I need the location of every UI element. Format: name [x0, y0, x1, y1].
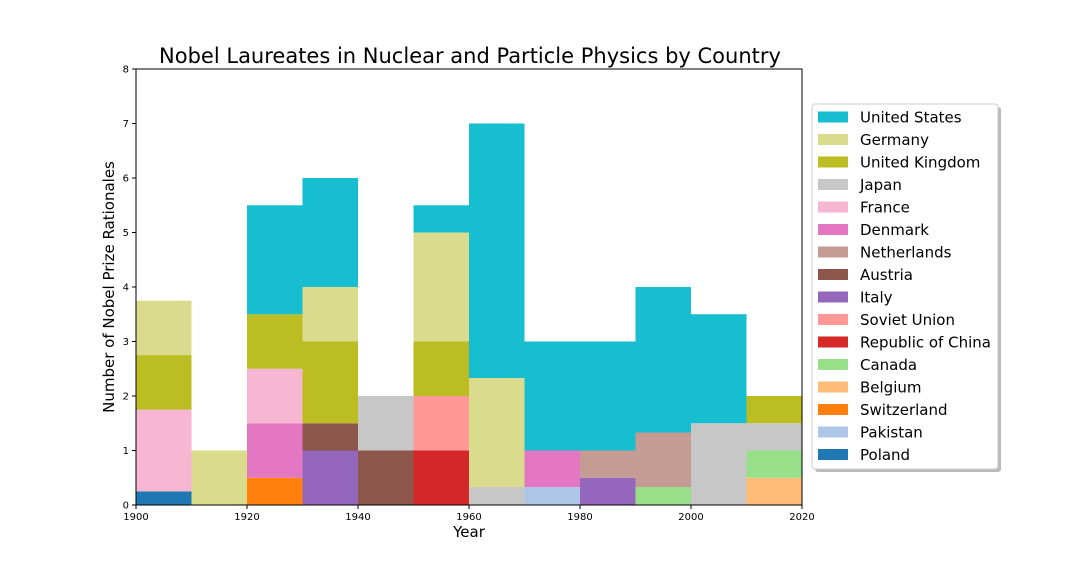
- bar-france-1900: [136, 409, 192, 492]
- legend-label-netherlands: Netherlands: [860, 244, 952, 262]
- bar-united-kingdom-2010: [746, 396, 802, 424]
- bar-japan-1940: [358, 396, 414, 451]
- legend-swatch-italy: [818, 291, 848, 303]
- y-axis-label: Number of Nobel Prize Rationales: [100, 161, 118, 413]
- bars-group: [136, 123, 802, 505]
- legend-label-austria: Austria: [860, 266, 913, 284]
- legend-label-japan: Japan: [859, 176, 902, 194]
- bar-germany-1900: [136, 300, 192, 356]
- legend-swatch-austria: [818, 269, 848, 280]
- x-tick-label: 1940: [345, 512, 370, 523]
- bar-denmark-1920: [247, 423, 303, 478]
- x-tick-label: 2000: [678, 512, 703, 523]
- y-tick-label: 4: [123, 283, 129, 294]
- y-tick-label: 0: [123, 501, 129, 512]
- x-tick-label: 1980: [567, 512, 592, 523]
- bar-united-kingdom-1930: [302, 341, 358, 424]
- x-tick-label: 1920: [234, 512, 259, 523]
- legend-label-denmark: Denmark: [860, 221, 929, 239]
- bar-germany-1960: [469, 378, 525, 488]
- legend-label-italy: Italy: [860, 289, 893, 307]
- legend-swatch-poland: [818, 449, 848, 460]
- bar-italy-1930: [302, 450, 358, 505]
- legend-swatch-united-states: [818, 111, 848, 123]
- bar-poland-1900: [136, 491, 192, 505]
- bar-canada-2010: [746, 450, 802, 478]
- legend-box: [811, 103, 999, 470]
- legend-label-canada: Canada: [860, 356, 917, 374]
- bar-united-states-2000: [691, 314, 747, 424]
- legend-label-soviet-union: Soviet Union: [860, 311, 955, 329]
- bar-united-states-1980: [580, 341, 636, 451]
- legend-swatch-united-kingdom: [818, 156, 848, 168]
- x-tick-label: 2020: [789, 512, 814, 523]
- bar-austria-1930: [302, 423, 358, 451]
- legend-swatch-japan: [818, 179, 848, 190]
- y-tick-label: 5: [123, 228, 129, 239]
- x-axis: 1900 1920 1940 1960 1980 2000 2020: [123, 505, 815, 523]
- legend-swatch-republic-of-china: [818, 336, 848, 348]
- y-tick-label: 3: [123, 337, 129, 348]
- legend-label-poland: Poland: [860, 446, 910, 464]
- bar-germany-1930: [302, 287, 358, 342]
- legend-swatch-pakistan: [818, 426, 848, 438]
- legend-swatch-soviet-union: [818, 314, 848, 325]
- legend-swatch-germany: [818, 134, 848, 145]
- bar-germany-1910: [191, 450, 247, 505]
- bar-united-states-1930: [302, 178, 358, 287]
- bar-united-states-1990: [635, 287, 691, 433]
- legend-label-united-states: United States: [860, 109, 962, 127]
- bar-united-kingdom-1950: [413, 341, 469, 396]
- bar-republic-of-china-1950: [413, 450, 469, 505]
- bar-austria-1940: [358, 450, 414, 505]
- bar-germany-1950: [413, 232, 469, 342]
- legend-label-germany: Germany: [860, 131, 929, 149]
- bar-japan-2000: [691, 423, 747, 505]
- chart-title: Nobel Laureates in Nuclear and Particle …: [159, 44, 781, 68]
- bar-pakistan-1970: [524, 487, 580, 505]
- bar-united-kingdom-1920: [247, 314, 303, 369]
- y-tick-label: 8: [123, 65, 129, 76]
- legend-label-republic-of-china: Republic of China: [860, 334, 991, 352]
- y-tick-label: 7: [123, 119, 129, 130]
- bar-united-states-1970: [524, 341, 580, 451]
- bar-denmark-1970: [524, 450, 580, 488]
- bar-netherlands-1980: [580, 450, 636, 478]
- bar-italy-1980: [580, 477, 636, 505]
- y-axis: 0 1 2 3 4 5 6 7 8: [123, 65, 136, 512]
- legend-label-pakistan: Pakistan: [860, 424, 923, 442]
- legend-swatch-denmark: [818, 224, 848, 235]
- legend-swatch-canada: [818, 359, 848, 370]
- legend-label-united-kingdom: United Kingdom: [860, 154, 980, 172]
- bar-united-states-1920: [247, 205, 303, 315]
- legend-swatch-france: [818, 201, 848, 213]
- legend-label-switzerland: Switzerland: [860, 401, 948, 419]
- legend-swatch-switzerland: [818, 404, 848, 415]
- x-axis-label: Year: [452, 523, 486, 541]
- bar-canada-1990: [635, 487, 691, 505]
- bar-belgium-2010: [746, 477, 802, 505]
- x-tick-label: 1900: [123, 512, 148, 523]
- legend: United States Germany United Kingdom Japan F…: [811, 103, 1001, 472]
- legend-label-france: France: [860, 199, 910, 217]
- y-tick-label: 2: [123, 392, 129, 403]
- bar-japan-2010: [746, 423, 802, 451]
- legend-label-belgium: Belgium: [860, 379, 922, 397]
- bar-japan-1960: [469, 487, 525, 505]
- x-tick-label: 1960: [456, 512, 481, 523]
- bar-united-kingdom-1900: [136, 355, 192, 410]
- bar-france-1920: [247, 368, 303, 424]
- y-tick-label: 6: [123, 174, 129, 185]
- bar-switzerland-1920: [247, 477, 303, 505]
- legend-swatch-belgium: [818, 381, 848, 393]
- legend-swatch-netherlands: [818, 246, 848, 258]
- bar-united-states-1950: [413, 205, 469, 233]
- bar-netherlands-1990: [635, 432, 691, 488]
- bar-united-states-1960: [469, 123, 525, 379]
- bar-soviet-union-1950: [413, 396, 469, 451]
- y-tick-label: 1: [123, 446, 129, 457]
